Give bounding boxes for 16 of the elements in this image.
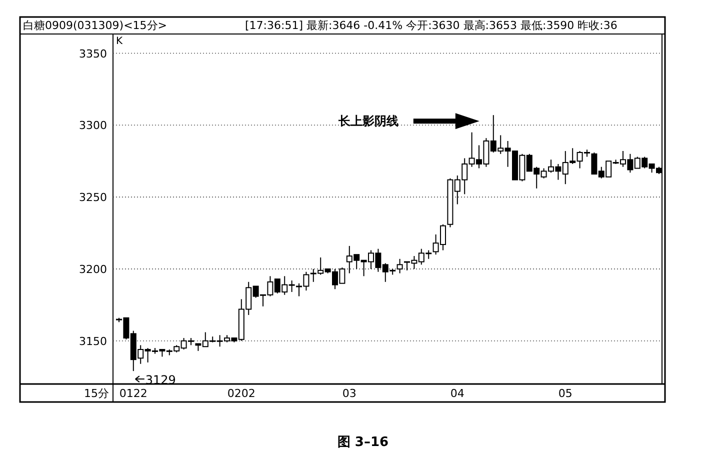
x-axis-title: 15分 bbox=[84, 387, 109, 400]
x-tick-label: 0122 bbox=[119, 387, 148, 400]
annotation: 长上影阴线 bbox=[337, 114, 398, 128]
chart-title: 白糖0909(031309)<15分> bbox=[23, 19, 167, 32]
annotation: K bbox=[116, 36, 123, 47]
chart-subtitle: [17:36:51] 最新:3646 -0.41% 今开:3630 最高:3653 最低:3590 昨收:36 bbox=[245, 19, 618, 32]
x-tick-label: 04 bbox=[450, 387, 464, 400]
y-tick-label: 3300 bbox=[79, 119, 107, 132]
x-tick-label: 0202 bbox=[227, 387, 256, 400]
caption: 图 3–16 bbox=[337, 435, 389, 450]
y-tick-label: 3250 bbox=[79, 191, 107, 204]
y-tick-label: 3200 bbox=[79, 262, 107, 276]
x-tick-label: 05 bbox=[558, 387, 572, 400]
y-tick-label: 3150 bbox=[79, 334, 107, 348]
y-tick-label: 3350 bbox=[79, 47, 107, 60]
x-tick-label: 03 bbox=[342, 387, 356, 400]
